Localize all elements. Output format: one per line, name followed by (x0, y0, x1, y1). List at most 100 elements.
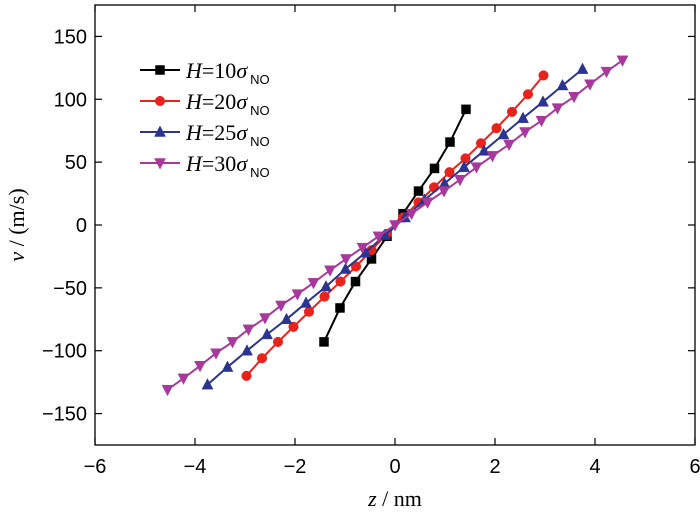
data-point (576, 62, 589, 74)
data-point (339, 262, 352, 274)
data-point (429, 163, 440, 174)
data-point (335, 276, 346, 287)
legend-entry: H=30σ NO (140, 151, 270, 180)
data-point (556, 78, 569, 91)
x-tick-label: 4 (589, 456, 600, 478)
axis-ticks (94, 5, 696, 445)
y-axis-unit: / (m/s) (4, 188, 29, 252)
legend-var: H (185, 58, 203, 83)
legend: H=10σ NOH=20σ NOH=25σ NOH=30σ NO (140, 58, 270, 180)
data-point (421, 197, 434, 209)
data-point (551, 103, 564, 115)
series-3 (161, 55, 629, 397)
data-point (259, 313, 271, 325)
data-point (241, 344, 253, 356)
data-point (372, 231, 385, 243)
data-point (275, 300, 287, 312)
x-tick-label: −2 (284, 456, 307, 478)
y-tick-label: −50 (53, 278, 87, 300)
data-point (584, 79, 596, 91)
data-point (320, 280, 332, 292)
data-point (256, 353, 268, 364)
data-point (324, 265, 336, 277)
legend-eq: =25 (202, 120, 236, 145)
data-point (241, 370, 252, 381)
data-point (210, 348, 222, 360)
legend-entry: H=10σ NO (140, 58, 270, 87)
data-point (413, 186, 424, 196)
data-point (405, 208, 418, 221)
legend-var: H (185, 120, 203, 145)
x-axis-variable: z (367, 486, 377, 511)
series-layer (161, 55, 629, 397)
data-point (445, 137, 455, 147)
data-point (497, 127, 510, 140)
data-point (470, 162, 483, 174)
data-point (438, 186, 450, 198)
data-point (201, 378, 214, 390)
data-point (506, 106, 518, 117)
data-point (428, 182, 440, 193)
data-point (486, 151, 499, 163)
data-point (194, 361, 206, 373)
data-point (340, 254, 352, 266)
x-tick-label: 0 (389, 456, 400, 478)
y-tick-label: 0 (76, 215, 87, 237)
legend-label: H=20σ NO (185, 89, 270, 118)
legend-eq: =10 (202, 58, 236, 83)
data-point (280, 312, 293, 325)
legend-eq: =20 (202, 89, 236, 114)
axis-tick-labels: −6 −4 −2 0 2 4 6 −150 −100 −50 0 50 100 150 (42, 26, 700, 478)
data-point (389, 220, 401, 232)
data-point (454, 174, 466, 187)
data-point (460, 153, 471, 164)
legend-var: H (185, 151, 203, 176)
data-point (335, 303, 345, 313)
data-point (356, 242, 369, 255)
data-point (300, 296, 312, 308)
legend-marker-swatch (154, 95, 166, 107)
y-tick-label: 50 (65, 152, 87, 174)
data-point (161, 384, 174, 397)
legend-label: H=25σ NO (185, 120, 270, 149)
data-point (600, 66, 613, 79)
data-point (517, 111, 529, 123)
data-point (221, 360, 234, 372)
data-point (478, 144, 490, 156)
legend-sigma: σ (236, 120, 248, 145)
y-tick-label: 150 (54, 26, 87, 48)
data-point (616, 55, 629, 67)
data-point (319, 291, 330, 302)
y-axis-label: v / (m/s) (4, 188, 29, 261)
legend-sigma: σ (236, 151, 248, 176)
legend-subscript: NO (250, 72, 270, 87)
legend-subscript: NO (250, 165, 270, 180)
data-point (303, 306, 315, 317)
data-point (535, 115, 548, 128)
data-point (319, 337, 329, 347)
data-point (444, 167, 455, 178)
data-point (272, 336, 284, 347)
data-point (242, 324, 255, 336)
y-tick-label: −150 (42, 404, 87, 426)
data-point (458, 160, 470, 172)
y-axis-variable: v (4, 252, 29, 262)
data-point (503, 139, 515, 152)
data-point (461, 104, 471, 115)
legend-var: H (185, 89, 203, 114)
x-axis-unit: / nm (377, 486, 422, 511)
x-tick-label: −4 (184, 456, 207, 478)
legend-entry: H=25σ NO (140, 120, 270, 149)
legend-marker-swatch (155, 65, 165, 75)
x-tick-label: 6 (689, 456, 700, 478)
data-point (226, 337, 239, 349)
x-tick-label: 2 (489, 456, 500, 478)
legend-label: H=30σ NO (185, 151, 270, 180)
legend-label: H=10σ NO (185, 58, 270, 87)
data-point (350, 276, 361, 287)
legend-entry: H=20σ NO (140, 89, 270, 118)
data-point (307, 278, 320, 290)
legend-subscript: NO (250, 103, 270, 118)
data-point (568, 92, 580, 104)
